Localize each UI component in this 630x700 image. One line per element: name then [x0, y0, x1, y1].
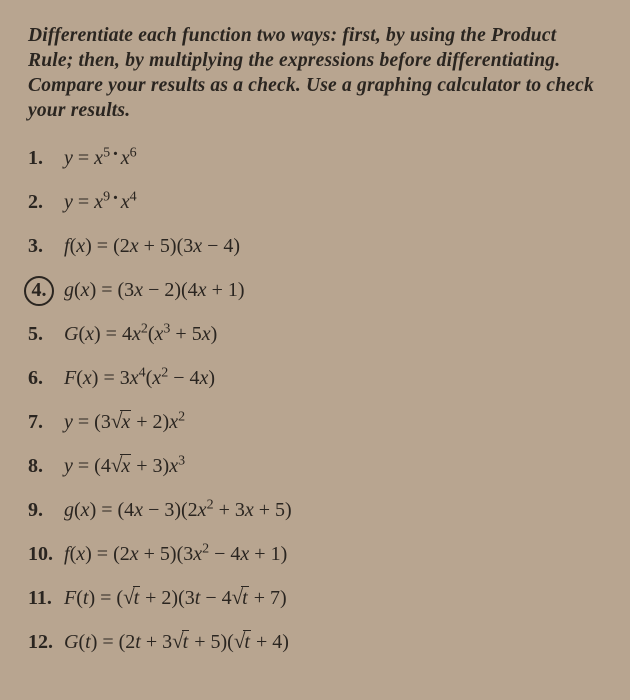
problem-number: 1.	[28, 140, 64, 176]
equation: G(x) = 4x2(x3 + 5x)	[64, 316, 217, 352]
problem-row: 5.G(x) = 4x2(x3 + 5x)	[28, 314, 602, 354]
equation: y = x5·x6	[64, 140, 137, 176]
problem-number: 8.	[28, 448, 64, 484]
problem-number: 3.	[28, 228, 64, 264]
circled-number: 4.	[24, 276, 54, 306]
problem-row: 6.F(x) = 3x4(x2 − 4x)	[28, 358, 602, 398]
instructions-text: Differentiate each function two ways: fi…	[28, 24, 602, 124]
problem-number: 7.	[28, 404, 64, 440]
problem-number: 10.	[28, 536, 64, 572]
equation: G(t) = (2t + 3t + 5)(t + 4)	[64, 623, 289, 661]
problem-number: 5.	[28, 316, 64, 352]
problem-number: 4.	[28, 272, 64, 308]
problem-row: 10.f(x) = (2x + 5)(3x2 − 4x + 1)	[28, 534, 602, 574]
problem-row: 11.F(t) = (t + 2)(3t − 4t + 7)	[28, 578, 602, 618]
equation: f(x) = (2x + 5)(3x − 4)	[64, 228, 240, 264]
equation: g(x) = (3x − 2)(4x + 1)	[64, 272, 245, 308]
equation: f(x) = (2x + 5)(3x2 − 4x + 1)	[64, 536, 287, 572]
equation: y = (3x + 2)x2	[64, 403, 185, 441]
equation: y = (4x + 3)x3	[64, 447, 185, 485]
equation: F(x) = 3x4(x2 − 4x)	[64, 360, 215, 396]
problem-row: 8.y = (4x + 3)x3	[28, 446, 602, 486]
problem-number: 9.	[28, 492, 64, 528]
problem-row: 2.y = x9·x4	[28, 182, 602, 222]
problem-number: 6.	[28, 360, 64, 396]
problem-row: 12.G(t) = (2t + 3t + 5)(t + 4)	[28, 622, 602, 662]
problem-row: 3.f(x) = (2x + 5)(3x − 4)	[28, 226, 602, 266]
problem-list: 1.y = x5·x62.y = x9·x43.f(x) = (2x + 5)(…	[28, 138, 602, 662]
equation: y = x9·x4	[64, 184, 137, 220]
problem-row: 7.y = (3x + 2)x2	[28, 402, 602, 442]
problem-row: 9.g(x) = (4x − 3)(2x2 + 3x + 5)	[28, 490, 602, 530]
problem-number: 11.	[28, 580, 64, 616]
equation: F(t) = (t + 2)(3t − 4t + 7)	[64, 579, 287, 617]
problem-number: 2.	[28, 184, 64, 220]
problem-number: 12.	[28, 624, 64, 660]
problem-row: 4.g(x) = (3x − 2)(4x + 1)	[28, 270, 602, 310]
problem-row: 1.y = x5·x6	[28, 138, 602, 178]
equation: g(x) = (4x − 3)(2x2 + 3x + 5)	[64, 492, 292, 528]
